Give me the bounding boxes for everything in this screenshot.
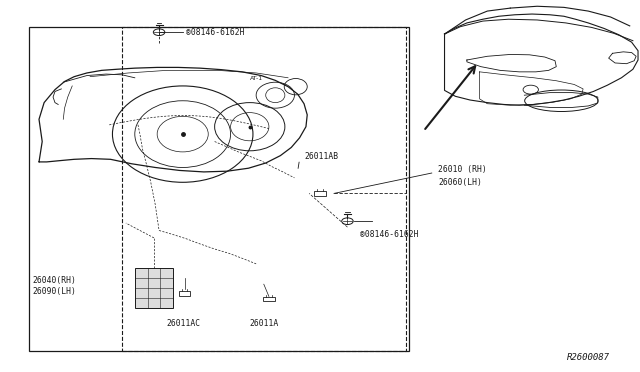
Bar [122, 27, 406, 351]
Ellipse shape [525, 90, 598, 112]
Text: 26040(RH): 26040(RH) [33, 276, 77, 285]
Bar [179, 291, 190, 296]
Text: 26011A: 26011A [250, 319, 279, 328]
Text: 26011AB: 26011AB [304, 152, 338, 161]
Text: 26060(LH): 26060(LH) [438, 178, 482, 187]
Text: R2600087: R2600087 [566, 353, 610, 362]
Text: AT-1: AT-1 [250, 76, 262, 81]
Bar [29, 27, 410, 351]
Text: 26010 (RH): 26010 (RH) [438, 165, 487, 174]
Bar [135, 267, 173, 308]
Bar [314, 191, 326, 196]
Text: ®08146-6162H: ®08146-6162H [186, 28, 244, 37]
Text: ®08146-6162H: ®08146-6162H [360, 230, 418, 239]
Text: 26090(LH): 26090(LH) [33, 287, 77, 296]
Bar [263, 297, 275, 301]
Text: 26011AC: 26011AC [167, 319, 201, 328]
